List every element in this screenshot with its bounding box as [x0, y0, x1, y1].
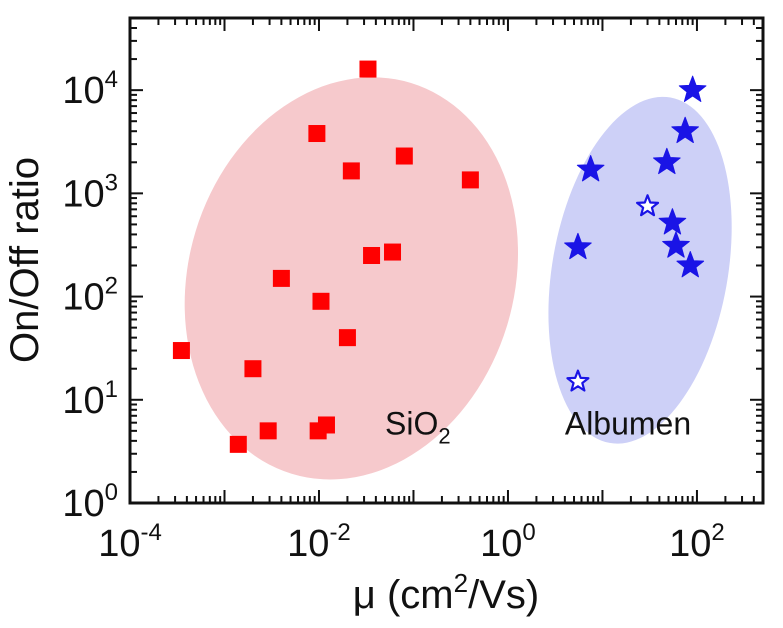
- point-albumen: [662, 231, 690, 258]
- point-sio2: [384, 243, 402, 261]
- group-label-albumen: Albumen: [565, 406, 691, 442]
- group-regions: [184, 77, 732, 480]
- x-axis-title-sup: 2: [454, 568, 468, 598]
- y-tick-label-base: 10: [62, 380, 104, 422]
- point-albumen: [678, 75, 707, 102]
- x-tick-label: 10-4: [98, 519, 162, 565]
- y-tick-label: 102: [62, 273, 118, 319]
- x-tick-label: 102: [669, 519, 725, 565]
- point-sio2: [312, 292, 330, 310]
- point-sio2: [229, 435, 247, 453]
- region-albumen: [548, 96, 732, 444]
- y-tick-label-exp: 0: [105, 479, 118, 506]
- x-tick-label-exp: 2: [711, 519, 724, 546]
- group-label-sio2-main: SiO: [385, 406, 438, 442]
- y-tick-label: 104: [62, 66, 118, 112]
- point-albumen: [671, 116, 699, 144]
- data-points: [172, 60, 707, 453]
- group-label-sio2-sub: 2: [438, 424, 450, 449]
- point-sio2: [461, 171, 479, 189]
- group-label-sio2: SiO2: [385, 406, 451, 449]
- point-sio2: [244, 360, 262, 378]
- point-albumen: [653, 147, 681, 175]
- y-tick-label-base: 10: [62, 277, 104, 319]
- point-sio2: [359, 60, 377, 78]
- point-albumen: [635, 194, 660, 217]
- region-sio2: [184, 77, 519, 480]
- y-tick-label-exp: 3: [105, 169, 118, 196]
- y-tick-label-exp: 1: [105, 376, 118, 403]
- x-tick-label-base: 10: [98, 523, 140, 565]
- x-tick-label: 100: [480, 519, 536, 565]
- point-albumen: [576, 155, 605, 182]
- point-albumen: [564, 232, 592, 260]
- point-sio2: [317, 416, 335, 434]
- axis-ticks: [129, 17, 764, 504]
- x-tick-label-base: 10: [480, 523, 522, 565]
- x-tick-label-exp: -2: [329, 519, 350, 546]
- x-tick-label-exp: -4: [140, 519, 161, 546]
- y-tick-label-base: 10: [62, 70, 104, 112]
- point-albumen: [566, 369, 590, 392]
- x-tick-label-exp: 0: [522, 519, 535, 546]
- y-tick-label: 101: [62, 376, 118, 422]
- x-tick-label-base: 10: [669, 523, 711, 565]
- plot-frame: [128, 16, 765, 505]
- point-sio2: [259, 422, 277, 440]
- x-axis-title-base: μ (cm: [353, 573, 454, 617]
- x-axis-title: μ (cm2/Vs): [353, 568, 539, 617]
- point-sio2: [395, 147, 413, 165]
- point-sio2: [342, 162, 360, 180]
- point-sio2: [308, 125, 326, 143]
- x-axis-title-tail: /Vs): [468, 573, 539, 617]
- y-axis-title: On/Off ratio: [3, 157, 47, 363]
- point-albumen: [676, 251, 705, 278]
- y-tick-label: 100: [62, 479, 118, 525]
- x-tick-label: 10-2: [287, 519, 351, 565]
- point-sio2: [172, 342, 190, 360]
- x-tick-labels: 10-4 10-2 100 102: [98, 519, 725, 565]
- y-tick-label-base: 10: [62, 173, 104, 215]
- y-tick-label-exp: 4: [105, 66, 118, 93]
- point-sio2: [338, 329, 356, 347]
- group-label-albumen-main: Albumen: [565, 406, 691, 442]
- point-sio2: [363, 246, 381, 264]
- point-sio2: [272, 269, 290, 287]
- y-tick-label: 103: [62, 169, 118, 215]
- x-tick-label-base: 10: [287, 523, 329, 565]
- y-tick-label-exp: 2: [105, 273, 118, 300]
- y-tick-label-base: 10: [62, 483, 104, 525]
- point-albumen: [658, 208, 687, 235]
